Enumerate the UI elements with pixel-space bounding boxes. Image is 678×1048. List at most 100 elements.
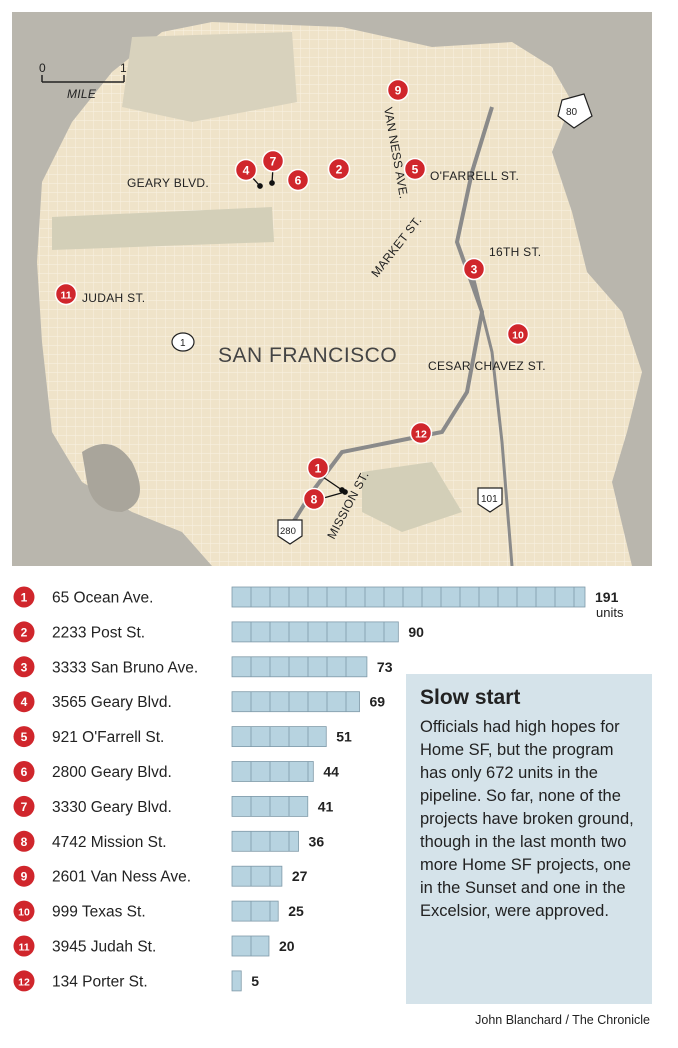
value-label: 41 bbox=[318, 798, 334, 814]
rank-number: 10 bbox=[18, 907, 30, 919]
category-label: 2800 Geary Blvd. bbox=[52, 764, 172, 781]
map-marker-number: 8 bbox=[311, 493, 318, 507]
rank-number: 11 bbox=[18, 942, 29, 954]
street-16th: 16TH ST. bbox=[489, 245, 541, 259]
bar bbox=[231, 656, 368, 678]
rank-marker bbox=[13, 621, 35, 643]
map-marker-number: 7 bbox=[270, 155, 277, 169]
highway-280-shield: 280 bbox=[277, 519, 303, 545]
bar bbox=[231, 761, 314, 782]
rank-number: 5 bbox=[21, 730, 28, 744]
san-francisco-map: 0 1 MILE 80 1 101 280 GEARY BLVD. O'FARR… bbox=[12, 12, 652, 566]
map-marker bbox=[234, 158, 258, 182]
rank-number: 1 bbox=[21, 591, 28, 605]
rank-marker bbox=[13, 900, 35, 922]
value-label: 20 bbox=[279, 938, 295, 954]
map-marker bbox=[506, 322, 530, 346]
scale-one: 1 bbox=[120, 61, 127, 75]
svg-text:1: 1 bbox=[180, 338, 186, 349]
category-label: 4742 Mission St. bbox=[52, 834, 167, 851]
rank-number: 8 bbox=[21, 835, 28, 849]
map-marker bbox=[327, 157, 351, 181]
map-marker bbox=[286, 168, 310, 192]
map-marker-number: 4 bbox=[243, 164, 250, 178]
category-label: 921 O'Farrell St. bbox=[52, 729, 164, 746]
rank-marker bbox=[13, 656, 35, 678]
freeway-101 bbox=[470, 271, 514, 566]
scale-unit: MILE bbox=[67, 87, 97, 101]
rank-number: 3 bbox=[21, 660, 28, 674]
scale-zero: 0 bbox=[39, 61, 46, 75]
slow-start-sidebar: Slow start Officials had high hopes for … bbox=[406, 674, 652, 1004]
map-marker bbox=[306, 456, 330, 480]
rank-marker bbox=[13, 935, 35, 957]
park-presidio bbox=[122, 32, 297, 122]
map-marker-number: 6 bbox=[295, 174, 302, 188]
map-marker-number: 10 bbox=[512, 330, 524, 342]
street-ofarrell: O'FARRELL ST. bbox=[430, 169, 519, 183]
category-label: 65 Ocean Ave. bbox=[52, 590, 153, 607]
bars-group: 1 65 Ocean Ave. 191 2 2233 Post St. 90 3 3333 S… bbox=[13, 586, 619, 992]
bar bbox=[231, 586, 586, 608]
rank-number: 2 bbox=[21, 625, 28, 639]
map-marker bbox=[409, 421, 433, 445]
park-mclaren bbox=[362, 462, 462, 532]
sidebar-body: Officials had high hopes for Home SF, bu… bbox=[420, 718, 634, 920]
park-golden-gate bbox=[52, 207, 274, 250]
rank-number: 7 bbox=[21, 800, 28, 814]
rank-marker bbox=[13, 726, 35, 748]
value-label: 44 bbox=[323, 764, 339, 780]
value-label: 73 bbox=[377, 659, 393, 675]
rank-marker bbox=[13, 970, 35, 992]
map-marker bbox=[386, 78, 410, 102]
value-label: 25 bbox=[288, 903, 304, 919]
category-label: 3945 Judah St. bbox=[52, 939, 156, 956]
map-marker-number: 9 bbox=[395, 84, 402, 98]
rank-marker bbox=[13, 830, 35, 852]
category-label: 999 Texas St. bbox=[52, 904, 146, 921]
rank-number: 9 bbox=[21, 870, 28, 884]
bar bbox=[231, 726, 327, 748]
street-judah: JUDAH ST. bbox=[82, 291, 145, 305]
map-marker bbox=[462, 257, 486, 281]
bar bbox=[231, 970, 242, 992]
map-marker-number: 5 bbox=[412, 163, 419, 177]
map-marker bbox=[54, 282, 78, 306]
rank-marker bbox=[13, 795, 35, 817]
highway-1-shield: 1 bbox=[171, 332, 195, 352]
street-geary: GEARY BLVD. bbox=[127, 176, 209, 190]
map-marker bbox=[261, 149, 285, 173]
map-marker-number: 1 bbox=[315, 462, 322, 476]
street-cesar-chavez: CESAR CHAVEZ ST. bbox=[428, 359, 546, 373]
bar bbox=[231, 830, 299, 852]
value-label: 5 bbox=[251, 973, 259, 989]
value-label: 191 bbox=[595, 589, 619, 605]
rank-number: 6 bbox=[21, 765, 28, 779]
category-label: 2601 Van Ness Ave. bbox=[52, 869, 191, 886]
value-label: 69 bbox=[370, 694, 386, 710]
lake-merced bbox=[82, 444, 140, 512]
svg-text:101: 101 bbox=[481, 494, 498, 505]
rank-number: 12 bbox=[18, 976, 30, 988]
sidebar-title: Slow start bbox=[420, 686, 521, 709]
category-label: 2233 Post St. bbox=[52, 624, 145, 641]
map-scale: 0 1 MILE bbox=[39, 61, 127, 101]
city-label: SAN FRANCISCO bbox=[218, 344, 397, 367]
svg-text:80: 80 bbox=[566, 107, 578, 118]
map-marker bbox=[302, 487, 326, 511]
map-marker-number: 12 bbox=[415, 429, 427, 441]
map-marker-number: 3 bbox=[471, 263, 478, 277]
map-marker-number: 2 bbox=[336, 163, 343, 177]
bar bbox=[231, 900, 279, 922]
svg-text:280: 280 bbox=[280, 526, 296, 537]
value-label: 90 bbox=[408, 624, 424, 640]
rank-marker bbox=[13, 865, 35, 887]
land bbox=[37, 22, 642, 566]
value-label: 51 bbox=[336, 729, 352, 745]
rank-marker bbox=[13, 691, 35, 713]
category-label: 3330 Geary Blvd. bbox=[52, 799, 172, 816]
map-marker bbox=[403, 157, 427, 181]
highway-101-shield: 101 bbox=[477, 487, 503, 513]
bar bbox=[231, 865, 283, 887]
rank-number: 4 bbox=[21, 695, 28, 709]
